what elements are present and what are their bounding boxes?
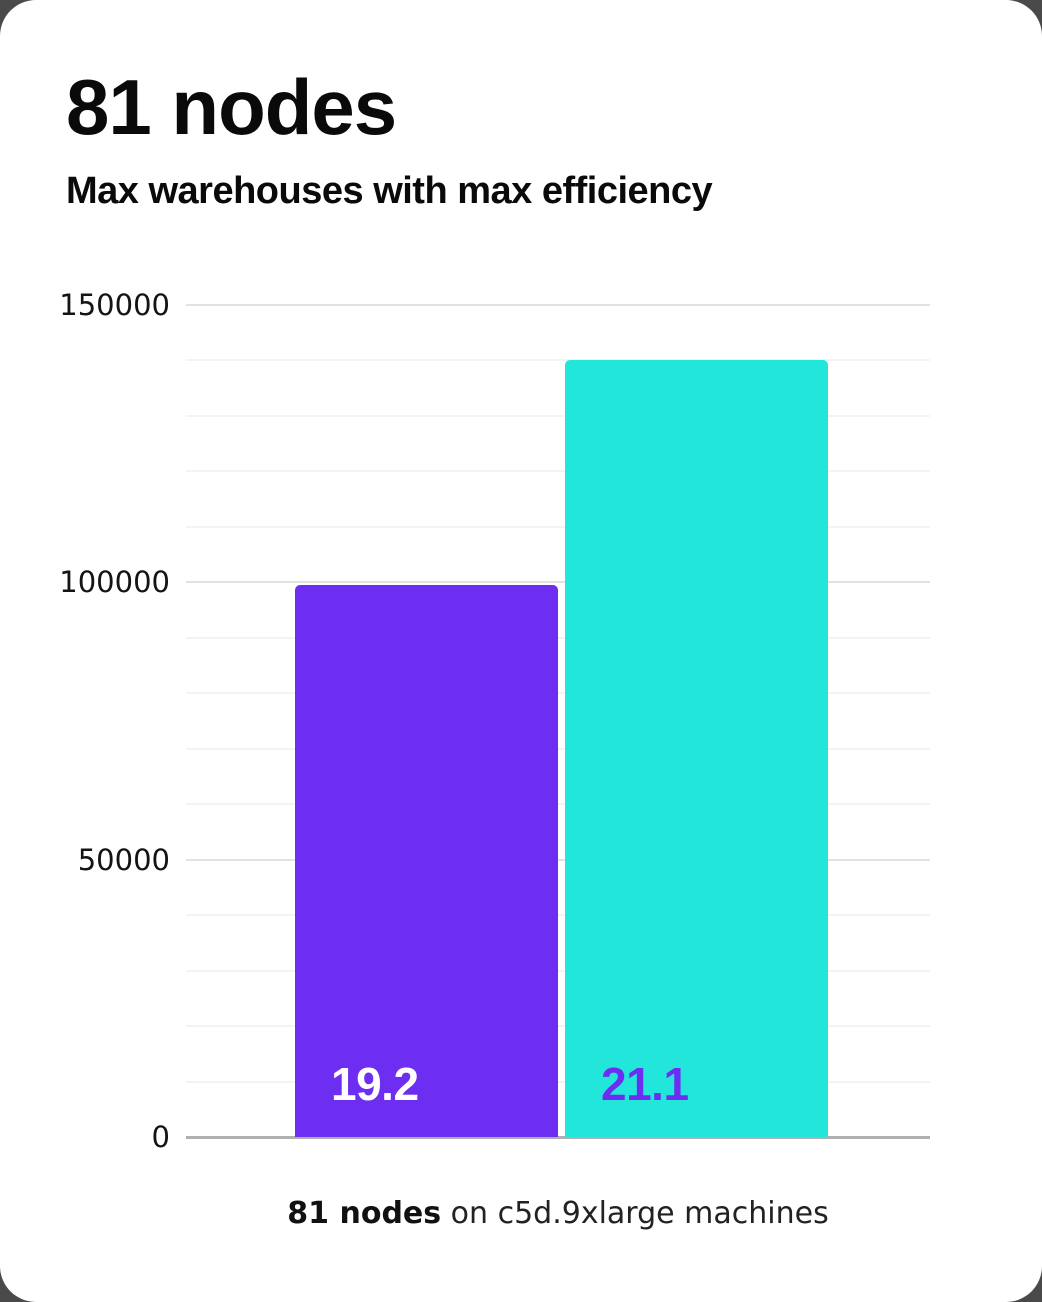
major-gridline	[186, 581, 930, 584]
x-axis-caption: 81 nodes on c5d.9xlarge machines	[186, 1196, 930, 1231]
x-axis-line	[186, 1136, 930, 1139]
minor-gridline	[186, 969, 930, 972]
major-gridline	[186, 858, 930, 861]
caption-rest-text: on c5d.9xlarge machines	[441, 1196, 829, 1231]
y-axis-tick-label: 50000	[77, 842, 170, 877]
chart-subtitle: Max warehouses with max efficiency	[66, 170, 713, 212]
minor-gridline	[186, 359, 930, 362]
minor-gridline	[186, 692, 930, 695]
minor-gridline	[186, 414, 930, 417]
y-axis-tick-label: 150000	[59, 288, 170, 322]
bar-1: 19.2	[295, 585, 558, 1137]
plot-area: 19.2 21.1	[186, 304, 930, 1139]
y-axis: 0 50000 100000 150000	[0, 288, 170, 1154]
minor-gridline	[186, 1080, 930, 1083]
caption-bold-text: 81 nodes	[287, 1196, 442, 1231]
minor-gridline	[186, 470, 930, 473]
y-axis-tick-label: 100000	[59, 565, 170, 600]
bar-2: 21.1	[565, 360, 828, 1137]
minor-gridline	[186, 636, 930, 639]
minor-gridline	[186, 914, 930, 917]
bar-value-label: 19.2	[331, 1058, 419, 1110]
y-axis-tick-label: 0	[151, 1120, 170, 1154]
minor-gridline	[186, 803, 930, 806]
minor-gridline	[186, 747, 930, 750]
major-gridline	[186, 304, 930, 306]
minor-gridline	[186, 1025, 930, 1028]
bar-value-label: 21.1	[601, 1058, 689, 1110]
chart-title: 81 nodes	[66, 63, 397, 151]
minor-gridline	[186, 525, 930, 528]
